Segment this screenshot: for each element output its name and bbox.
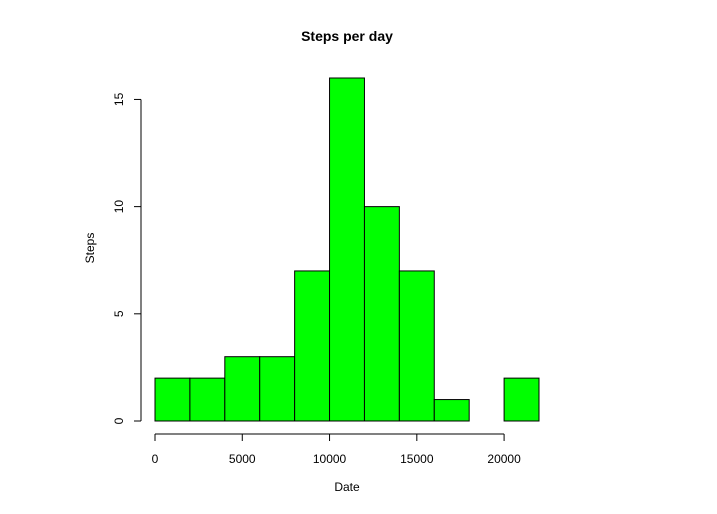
y-tick-label: 5 [112, 310, 126, 317]
y-tick-label: 15 [112, 92, 126, 106]
histogram-bar-7 [398, 270, 435, 422]
histogram-bar-6 [363, 206, 400, 422]
y-tick-label: 10 [112, 200, 126, 214]
histogram-bar-1 [189, 377, 226, 422]
histogram-bar-0 [154, 377, 191, 422]
histogram-bar-8 [433, 399, 470, 422]
x-tick-label: 5000 [229, 452, 256, 466]
x-tick-label: 10000 [313, 452, 347, 466]
histogram-bar-4 [294, 270, 331, 422]
histogram-bar-5 [329, 77, 365, 422]
x-axis-label: Date [334, 480, 360, 494]
histogram-bar-3 [259, 356, 296, 422]
chart-title: Steps per day [301, 28, 393, 44]
y-tick-label: 0 [112, 417, 126, 424]
histogram-bar-2 [224, 356, 261, 422]
x-axis: 0 5000 10000 15000 20000 [152, 433, 521, 466]
x-tick-label: 15000 [400, 452, 434, 466]
y-axis: 0 5 10 15 [112, 92, 142, 424]
x-tick-label: 0 [152, 452, 159, 466]
x-tick-label: 20000 [487, 452, 521, 466]
histogram-bar-10 [503, 377, 540, 422]
y-axis-label: Steps [83, 233, 97, 264]
bars-group [154, 77, 540, 422]
